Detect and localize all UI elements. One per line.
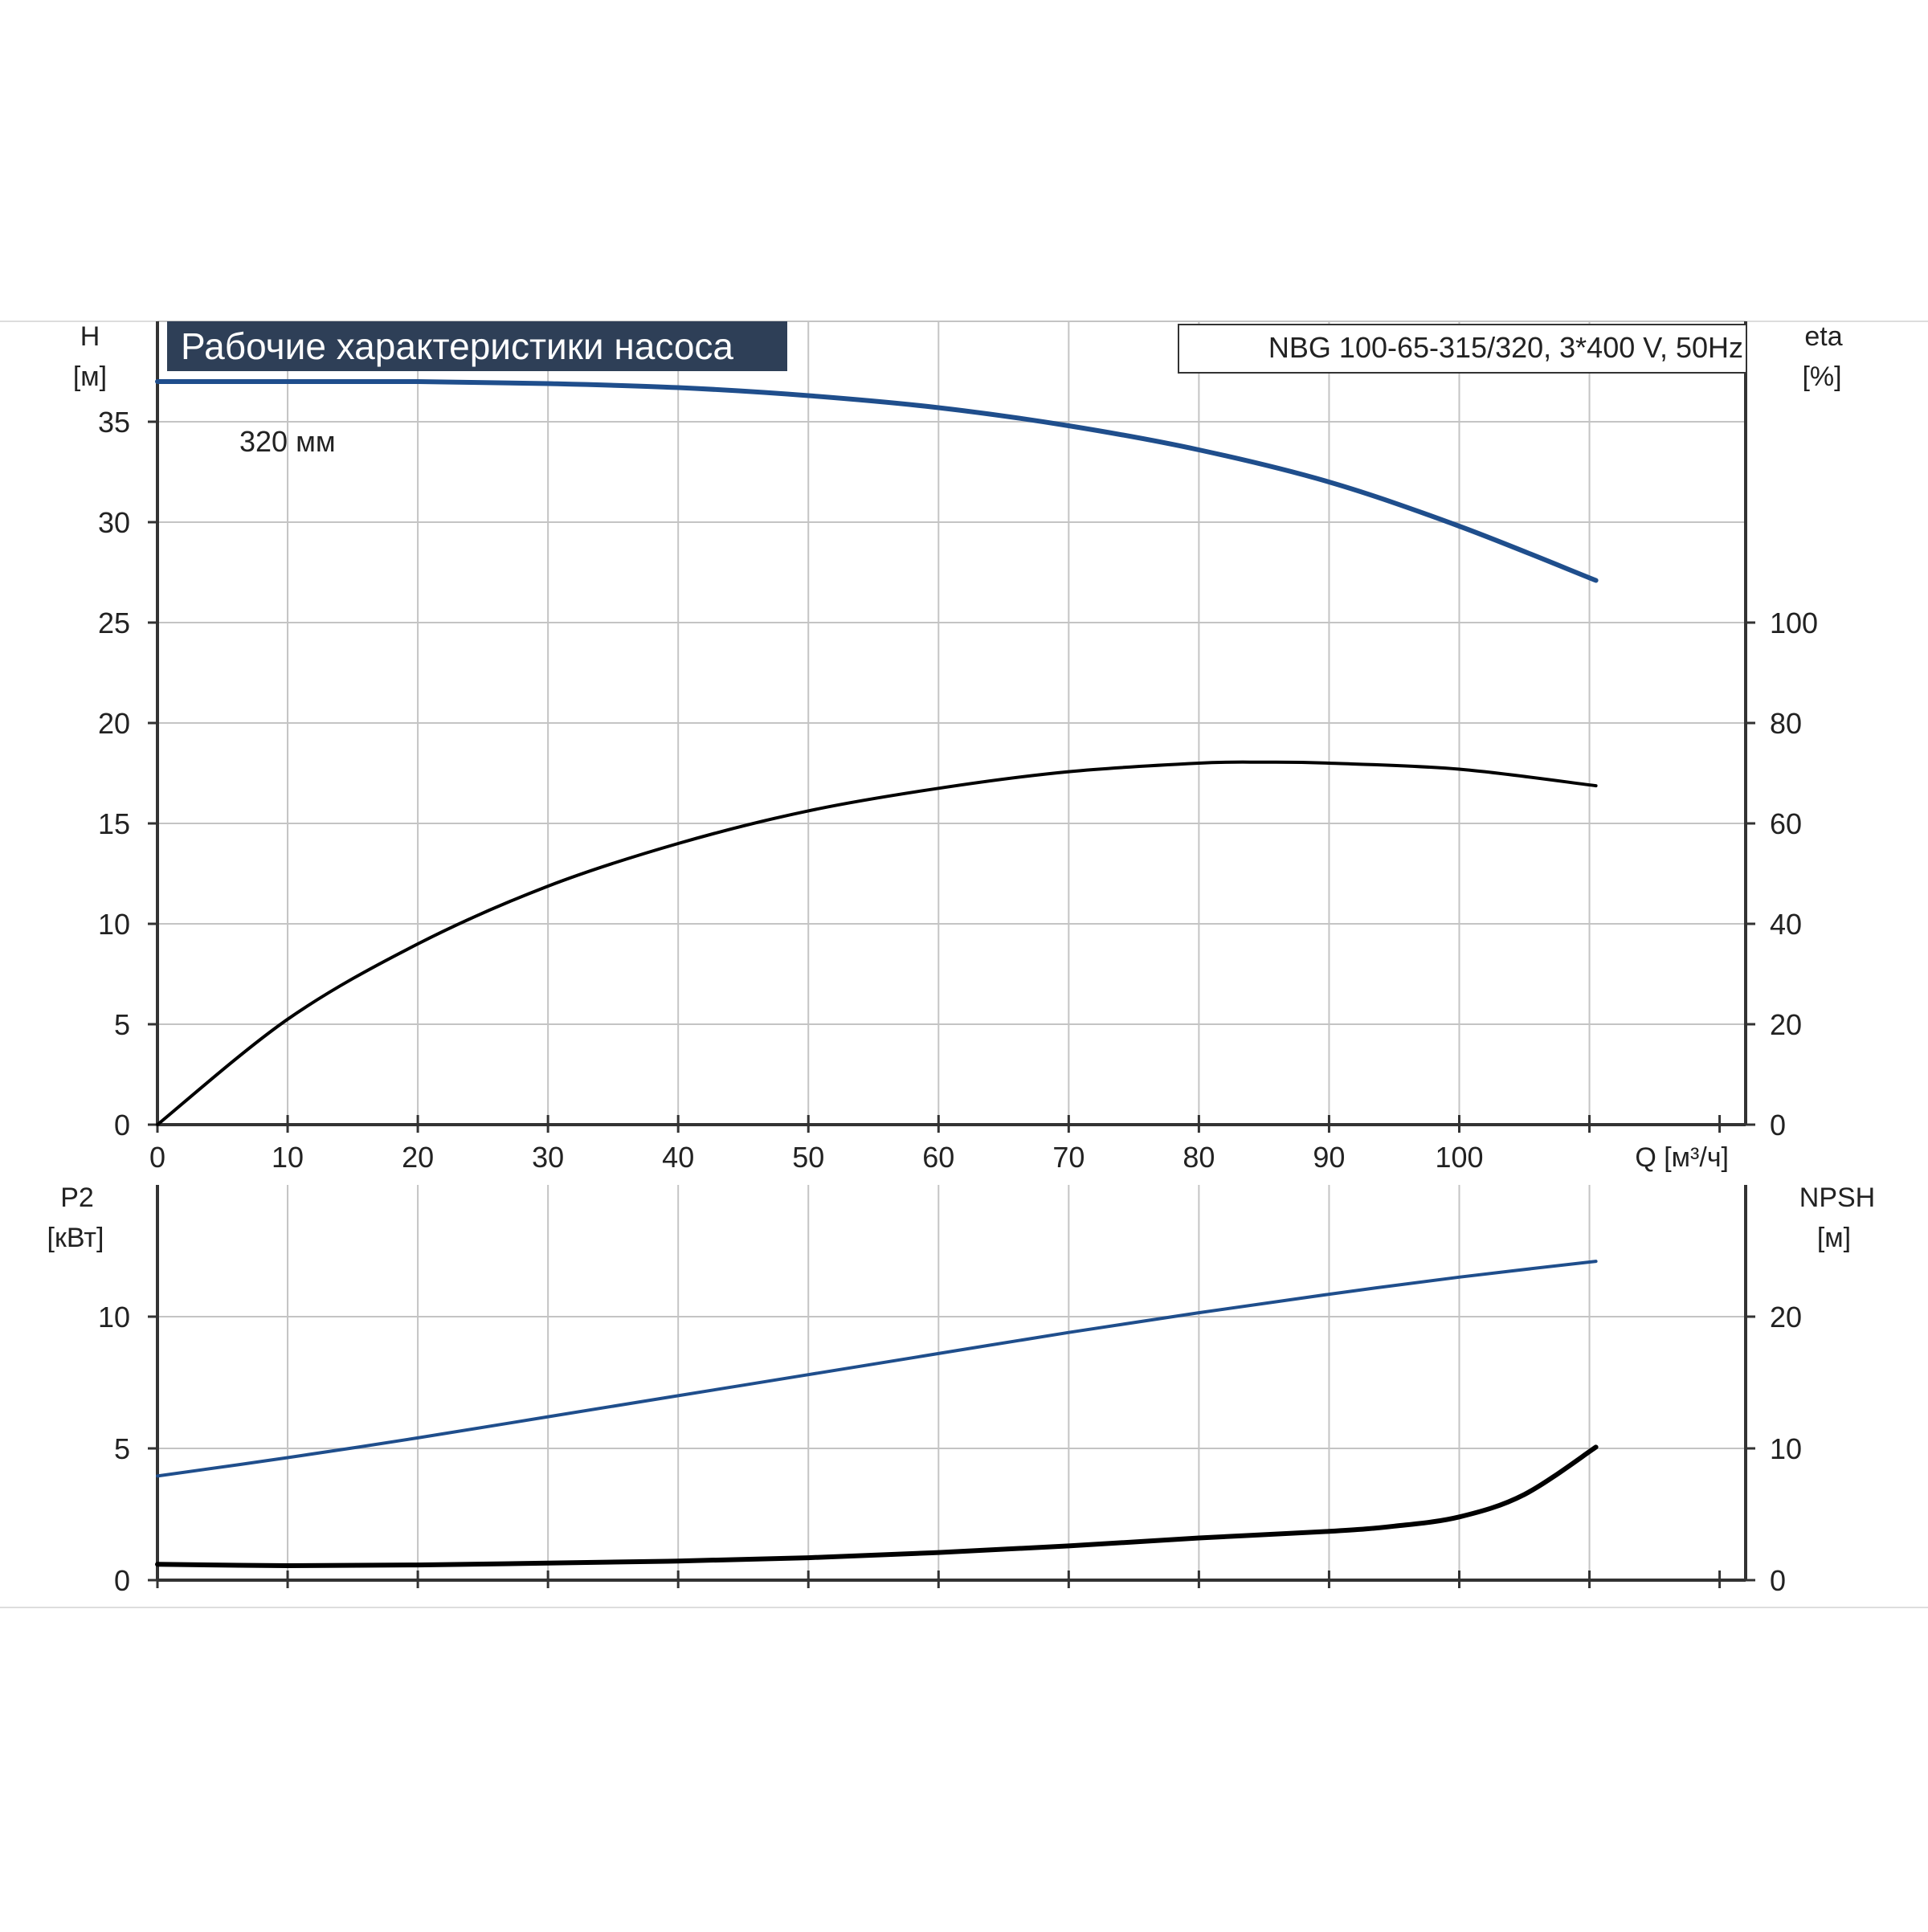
eta-tick-label: 0 [1770, 1109, 1786, 1142]
ylabel-right-lower: NPSH [1799, 1182, 1875, 1213]
lower-gridlines [157, 1185, 1746, 1580]
head-curve-h [157, 382, 1596, 581]
x-tick-label: 30 [532, 1141, 564, 1174]
ylabel-right-lower-unit: [м] [1817, 1223, 1851, 1253]
x-tick-label: 80 [1183, 1141, 1215, 1174]
eta-tick-label: 100 [1770, 607, 1818, 639]
ylabel-right-upper: eta [1804, 321, 1842, 352]
p2-tick-label: 0 [114, 1564, 130, 1597]
axes [157, 321, 1746, 1580]
h-tick-label: 0 [114, 1109, 130, 1142]
ylabel-left-upper-unit: [м] [73, 361, 107, 392]
x-tick-label: 20 [402, 1141, 434, 1174]
p2-tick-label: 10 [98, 1301, 130, 1334]
ylabel-left-lower-unit: [кВт] [47, 1223, 104, 1253]
eta-tick-label: 80 [1770, 707, 1802, 740]
impeller-diameter-annotation: 320 мм [239, 425, 336, 458]
eta-tick-label: 40 [1770, 908, 1802, 941]
curves [157, 382, 1596, 1566]
h-tick-label: 15 [98, 807, 130, 840]
x-tick-label: 40 [662, 1141, 694, 1174]
x-tick-label: 90 [1313, 1141, 1345, 1174]
h-tick-label: 10 [98, 908, 130, 941]
npsh-tick-label: 20 [1770, 1301, 1802, 1334]
chart-title: Рабочие характеристики насоса [181, 325, 733, 367]
x-tick-label: 10 [272, 1141, 304, 1174]
eta-tick-label: 60 [1770, 807, 1802, 840]
eta-tick-label: 20 [1770, 1008, 1802, 1041]
x-tick-label: 0 [149, 1141, 165, 1174]
x-tick-label: 60 [922, 1141, 954, 1174]
h-tick-label: 5 [114, 1008, 130, 1041]
ylabel-left-upper: H [80, 321, 100, 352]
ylabel-left-lower: P2 [60, 1182, 94, 1213]
npsh-tick-label: 10 [1770, 1432, 1802, 1465]
power-curve-p2 [157, 1261, 1596, 1476]
h-tick-label: 20 [98, 707, 130, 740]
npsh-curve [157, 1447, 1596, 1566]
h-tick-label: 35 [98, 406, 130, 439]
x-tick-label: 70 [1052, 1141, 1084, 1174]
upper-gridlines [157, 321, 1746, 1125]
npsh-tick-label: 0 [1770, 1564, 1786, 1597]
x-tick-label: 100 [1435, 1141, 1483, 1174]
p2-tick-label: 5 [114, 1432, 130, 1465]
ylabel-right-upper-unit: [%] [1802, 361, 1841, 392]
h-tick-label: 25 [98, 607, 130, 639]
h-tick-label: 30 [98, 506, 130, 539]
x-tick-label: 50 [792, 1141, 824, 1174]
efficiency-curve-eta [157, 762, 1596, 1125]
xlabel: Q [м³/ч] [1635, 1142, 1729, 1173]
model-label: NBG 100-65-315/320, 3*400 V, 50Hz [1268, 331, 1743, 364]
